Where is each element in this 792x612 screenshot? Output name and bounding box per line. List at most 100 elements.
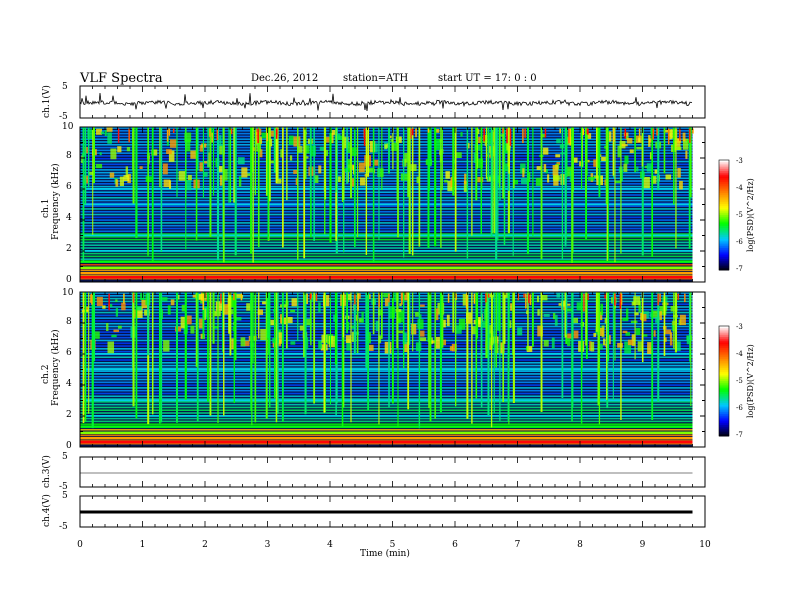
ch1-intense-burst [652,128,654,140]
ch2-upper-band-cell [508,320,512,328]
colorbar-2-segment [719,386,729,389]
ch1-transmitter-line [80,275,693,279]
ch2-upper-band-cell [482,320,487,328]
ch2-upper-band-cell [565,308,573,312]
ch1-upper-band-cell [676,146,682,151]
ch1-upper-band-cell [455,152,462,159]
ch2-intense-burst [378,293,380,308]
ch2-upper-band-cell [541,295,548,301]
ch1-upper-band-cell [543,164,547,173]
ch2-upper-band-cell [475,317,482,328]
ch1-upper-band-cell [646,163,653,172]
ch2-upper-band-cell [415,342,422,352]
ch1-upper-band-cell [648,135,651,147]
colorbar-2-segment [719,375,729,378]
ch1-upper-band-cell [261,132,269,139]
ch1-upper-band-cell [540,134,545,138]
ch2-upper-band-cell [487,330,494,343]
ch1-upper-band-cell [572,157,578,163]
colorbar-1-segment [719,196,729,199]
colorbar-1-segment [719,171,729,174]
ch1-intense-burst [427,128,430,133]
ch1-frequency-band [80,208,693,210]
ch1-upper-band-cell [536,166,542,170]
colorbar-2-segment [719,381,729,384]
ch2-frequency-band [80,442,693,445]
ch2-upper-band-cell [202,308,207,320]
ch1-upper-band-cell [341,136,349,149]
ch2-upper-band-cell [622,317,629,322]
ch2-upper-band-cell [272,309,276,312]
ch1-frequency-band [80,138,693,140]
ch1-spec-freq-label: Frequency (kHz) [51,163,61,240]
ch1-upper-band-cell [621,144,628,147]
ch2-frequency-band [80,317,693,319]
ch2-upper-band-cell [537,325,543,337]
colorbar-1-segment [719,266,729,269]
ch1-frequency-band [80,205,693,207]
ch1-upper-band-cell [626,138,633,144]
ch1-upper-band-cell [117,146,122,153]
ch2-frequency-band [80,359,693,361]
ch1-frequency-band [80,244,693,247]
ch2-upper-band-cell [418,314,422,320]
colorbars [718,159,730,437]
ch1-upper-band-cell [555,154,561,158]
colorbar-1-segment [719,202,729,205]
ch2-upper-band-cell [458,318,466,330]
ch1-upper-band-cell [238,180,242,187]
ch2-upper-band-cell [669,337,673,346]
colorbar-2-segment [719,353,729,356]
ch1-upper-band-cell [375,143,378,153]
ch1-intense-burst [209,128,211,138]
ch2-upper-band-cell [462,293,469,306]
ch2-intense-burst [614,293,616,306]
ch2-intense-burst [473,293,476,304]
colorbar-1-segment [719,237,729,240]
ch2-upper-band-cell [290,341,296,345]
colorbar-1-segment [719,229,729,232]
ch2-upper-band-cell [429,340,437,344]
colorbar-2-segment [719,406,729,409]
colorbar-1-segment [719,257,729,260]
ch3-wave-tick-top: 5 [62,452,68,462]
ch1-intense-burst [502,128,504,134]
colorbar-2-segment [719,364,729,367]
x-tick-2: 2 [202,540,208,550]
ch2-upper-band-cell [403,342,408,352]
ch2-tick-0: 0 [66,441,72,451]
ch2-intense-burst [659,293,661,302]
colorbar-1-segment [719,240,729,243]
ch1-intense-burst [506,128,508,144]
ch2-intense-burst [614,293,616,300]
ch2-upper-band-cell [397,317,401,324]
ch1-reference-line [80,234,693,237]
ch2-upper-band-cell [236,317,242,321]
ch2-transmitter-line [80,431,693,435]
ch2-upper-band-cell [115,308,119,317]
ch2-upper-band-cell [598,327,604,337]
cb2-tick-m7: -7 [736,431,743,439]
ch2-intense-burst [583,293,585,312]
ch4-wave-tick-top: 5 [62,491,68,501]
ch2-upper-band-cell [167,305,171,315]
ch1-frequency-band [80,157,693,160]
ch2-upper-band-cell [499,342,505,354]
ch2-intense-burst [401,293,403,305]
ch2-intense-burst [91,293,93,305]
ch1-upper-band-cell [168,150,175,162]
ch2-upper-band-cell [554,314,558,326]
colorbar-1-segment [719,251,729,254]
ch1-upper-band-cell [617,145,621,158]
ch2-upper-band-cell [318,340,323,349]
ch1-intense-burst [568,128,570,144]
ch2-upper-band-cell [589,341,592,352]
ch1-upper-band-cell [238,176,242,182]
ch1-intense-burst [638,128,641,138]
ch1-intense-burst [667,128,670,145]
ch2-upper-band-cell [627,339,633,346]
ch2-upper-band-cell [135,305,142,311]
colorbar-2-segment [719,340,729,343]
ch1-frequency-band [80,277,693,280]
ch2-frequency-band [80,328,693,331]
